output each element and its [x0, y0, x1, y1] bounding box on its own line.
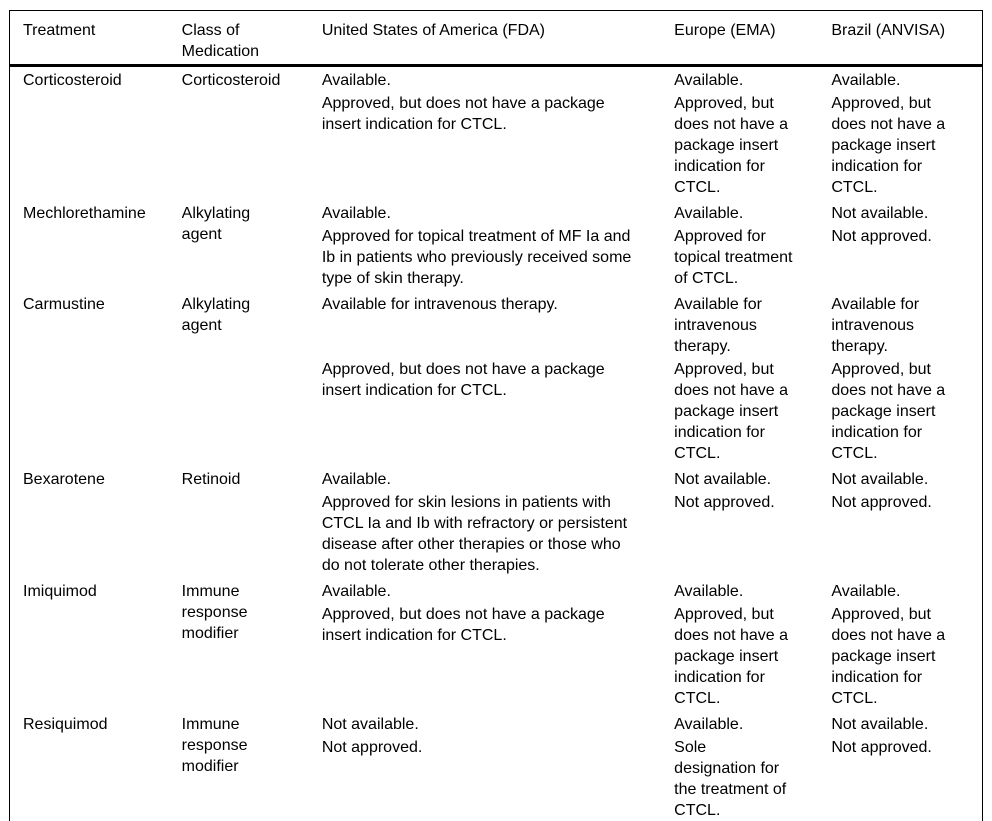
col-header-class: Class of Medication: [181, 10, 322, 67]
fda-approval-cell: Approved for skin lesions in patients wi…: [321, 494, 628, 574]
anvisa-availability-cell: Not available.: [831, 471, 929, 488]
table-row: Corticosteroid Corticosteroid Available. Av…: [10, 66, 983, 94]
col-header-anvisa: Brazil (ANVISA): [831, 10, 983, 67]
anvisa-approval-cell: Approved, but does not have a package in…: [831, 606, 946, 707]
col-header-fda: United States of America (FDA): [321, 10, 675, 67]
fda-availability-cell: Available.: [321, 583, 391, 600]
ema-approval-cell: Not approved.: [674, 494, 775, 511]
class-cell: Alkylating agent: [181, 296, 251, 334]
table-row-approval: Approved for skin lesions in patients wi…: [10, 492, 983, 578]
anvisa-approval-cell: Not approved.: [831, 228, 932, 245]
treatment-cell: Resiquimod: [23, 716, 108, 733]
table-row: Imiquimod Immune response modifier Availab…: [10, 578, 983, 642]
table-row-approval: Not approved. Sole designation for the tr…: [10, 737, 983, 821]
ema-availability-cell: Available for intravenous therapy.: [674, 296, 762, 355]
treatment-cell: Mechlorethamine: [23, 205, 146, 222]
class-cell: Retinoid: [181, 471, 241, 488]
table-row: Resiquimod Immune response modifier Not av…: [10, 711, 983, 775]
treatment-cell: Carmustine: [23, 296, 105, 313]
class-cell: Immune response modifier: [181, 716, 248, 775]
treatment-approval-table: Treatment Class of Medication United Sta…: [9, 10, 983, 821]
class-cell: Alkylating agent: [181, 205, 251, 243]
ema-availability-cell: Available.: [674, 72, 744, 89]
table-row-approval: Approved, but does not have a package in…: [10, 604, 983, 711]
fda-availability-cell: Available.: [321, 205, 391, 222]
ema-availability-cell: Available.: [674, 205, 744, 222]
ema-approval-cell: Approved for topical treatment of CTCL.: [674, 228, 793, 287]
ema-approval-cell: Approved, but does not have a package in…: [674, 95, 789, 196]
fda-approval-cell: Approved, but does not have a package in…: [321, 95, 605, 133]
ema-availability-cell: Not available.: [674, 471, 772, 488]
class-cell: Immune response modifier: [181, 583, 248, 642]
col-header-ema: Europe (EMA): [674, 10, 832, 67]
ema-approval-cell: Approved, but does not have a package in…: [674, 361, 789, 462]
fda-approval-cell: Not approved.: [321, 739, 423, 756]
anvisa-approval-cell: Not approved.: [831, 494, 932, 511]
fda-availability-cell: Available.: [321, 471, 391, 488]
fda-availability-cell: Available.: [321, 72, 391, 89]
treatment-cell: Corticosteroid: [23, 72, 122, 89]
fda-approval-cell: Approved, but does not have a package in…: [321, 361, 605, 399]
ema-availability-cell: Available.: [674, 716, 744, 733]
treatment-cell: Imiquimod: [23, 583, 97, 600]
treatment-cell: Bexarotene: [23, 471, 105, 488]
col-header-treatment: Treatment: [9, 10, 182, 67]
anvisa-availability-cell: Not available.: [831, 716, 929, 733]
anvisa-approval-cell: Approved, but does not have a package in…: [831, 361, 946, 462]
anvisa-approval-cell: Approved, but does not have a package in…: [831, 95, 946, 196]
table-row: Carmustine Alkylating agent Available for …: [10, 291, 983, 359]
anvisa-availability-cell: Available.: [831, 72, 901, 89]
anvisa-approval-cell: Not approved.: [831, 739, 932, 756]
table-header: Treatment Class of Medication United Sta…: [9, 10, 983, 67]
fda-approval-cell: Approved, but does not have a package in…: [321, 606, 605, 644]
ema-approval-cell: Sole designation for the treatment of CT…: [674, 739, 787, 819]
fda-availability-cell: Available for intravenous therapy.: [321, 296, 558, 313]
table-row-approval: Approved, but does not have a package in…: [10, 93, 983, 200]
anvisa-availability-cell: Available.: [831, 583, 901, 600]
table-row: Bexarotene Retinoid Available. Not availabl…: [10, 466, 983, 492]
fda-availability-cell: Not available.: [321, 716, 419, 733]
header-row: Treatment Class of Medication United Sta…: [9, 10, 983, 67]
anvisa-availability-cell: Not available.: [831, 205, 929, 222]
table-row: Mechlorethamine Alkylating agent Available…: [10, 200, 983, 243]
table-row-approval: Approved for topical treatment of MF Ia …: [10, 226, 983, 291]
class-cell: Corticosteroid: [181, 72, 281, 89]
ema-approval-cell: Approved, but does not have a package in…: [674, 606, 789, 707]
table-row-approval: Approved, but does not have a package in…: [10, 359, 983, 466]
anvisa-availability-cell: Available for intravenous therapy.: [831, 296, 920, 355]
ema-availability-cell: Available.: [674, 583, 744, 600]
table-body: Corticosteroid Corticosteroid Available. Av…: [10, 66, 983, 821]
fda-approval-cell: Approved for topical treatment of MF Ia …: [321, 228, 632, 287]
